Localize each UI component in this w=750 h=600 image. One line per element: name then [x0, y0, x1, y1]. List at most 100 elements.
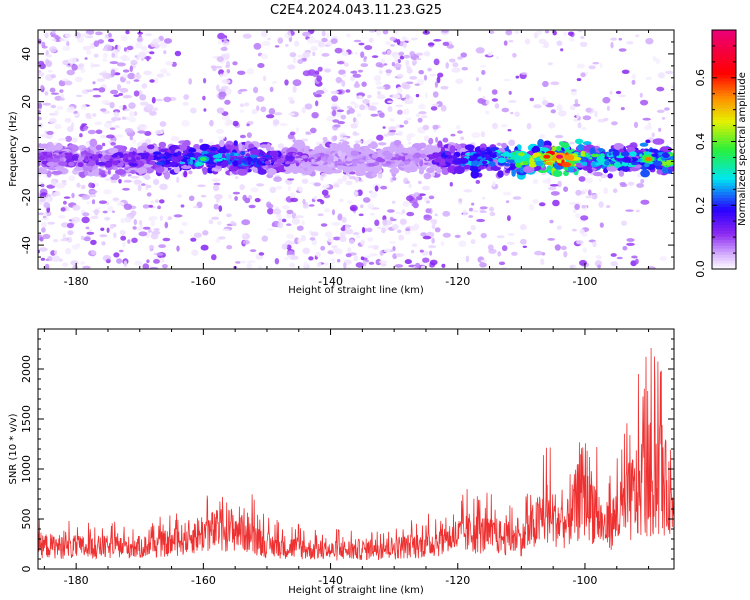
band-blob-core	[258, 152, 265, 155]
noise-speckle	[138, 231, 148, 237]
noise-speckle	[387, 209, 395, 213]
y-tick-label: 40	[20, 47, 33, 61]
colorbar-swatch	[712, 242, 736, 246]
noise-speckle	[505, 30, 513, 36]
noise-speckle	[144, 33, 153, 37]
noise-speckle	[93, 182, 100, 187]
noise-speckle	[237, 70, 246, 76]
noise-speckle	[74, 32, 82, 39]
band-blob-core	[316, 161, 324, 165]
band-blob-core	[336, 161, 346, 164]
noise-speckle	[399, 55, 405, 60]
noise-speckle	[257, 63, 265, 68]
noise-speckle	[260, 106, 267, 113]
noise-speckle	[425, 92, 428, 99]
noise-speckle	[64, 32, 72, 38]
noise-speckle	[315, 252, 321, 258]
noise-speckle	[120, 34, 128, 42]
noise-speckle	[402, 41, 407, 49]
noise-speckle	[576, 63, 585, 69]
noise-speckle	[642, 117, 651, 121]
noise-speckle	[116, 258, 123, 264]
noise-speckle	[423, 51, 431, 57]
colorbar-swatch	[712, 164, 736, 169]
noise-speckle	[381, 51, 388, 55]
noise-speckle	[272, 119, 280, 126]
y-tick-label: -40	[20, 236, 33, 254]
noise-speckle	[81, 123, 88, 126]
noise-speckle	[433, 39, 442, 42]
band-blob-core	[47, 157, 53, 163]
noise-speckle	[366, 227, 373, 233]
x-tick-label: -180	[64, 574, 89, 587]
noise-speckle	[75, 94, 83, 98]
colorbar-swatch	[712, 128, 736, 133]
noise-speckle	[38, 60, 45, 66]
noise-speckle	[433, 58, 440, 66]
band-blob-core	[88, 160, 96, 167]
noise-speckle	[110, 179, 118, 184]
noise-speckle	[285, 43, 289, 48]
noise-speckle	[376, 86, 386, 90]
noise-speckle	[239, 109, 244, 113]
band-blob-core	[295, 155, 304, 159]
noise-speckle	[364, 255, 372, 258]
band-blob-core	[440, 152, 446, 158]
noise-speckle	[598, 201, 604, 208]
noise-speckle	[92, 94, 102, 98]
band-blob-core	[631, 162, 639, 166]
noise-speckle	[320, 245, 326, 251]
noise-speckle	[659, 256, 667, 262]
noise-speckle	[631, 73, 637, 80]
noise-speckle	[470, 239, 476, 245]
noise-speckle	[65, 135, 72, 142]
noise-speckle	[126, 45, 134, 51]
noise-speckle	[230, 220, 235, 225]
band-blob-core	[111, 154, 118, 158]
noise-speckle	[657, 72, 666, 79]
noise-speckle	[610, 261, 618, 267]
band-blob-outer	[639, 142, 649, 147]
noise-speckle	[618, 94, 626, 98]
band-blob-core	[580, 162, 587, 166]
colorbar-swatch	[712, 122, 736, 127]
noise-speckle	[396, 39, 401, 46]
noise-speckle	[219, 73, 224, 77]
noise-speckle	[138, 123, 148, 131]
noise-speckle	[342, 175, 347, 182]
noise-speckle	[310, 231, 319, 237]
noise-speckle	[287, 64, 296, 70]
noise-speckle	[411, 203, 419, 207]
noise-speckle	[100, 108, 107, 112]
noise-speckle	[97, 207, 101, 210]
noise-speckle	[399, 218, 407, 225]
band-hotspot	[556, 154, 564, 159]
noise-speckle	[126, 80, 131, 85]
band-blob-outer	[593, 171, 603, 177]
band-blob-core	[314, 153, 321, 158]
noise-speckle	[66, 41, 70, 47]
noise-speckle	[56, 105, 64, 111]
noise-speckle	[155, 98, 163, 102]
noise-speckle	[61, 180, 67, 183]
noise-speckle	[292, 85, 297, 93]
noise-speckle	[572, 228, 577, 232]
band-blob-core	[232, 160, 238, 167]
noise-speckle	[414, 83, 420, 86]
band-blob-core	[629, 151, 637, 157]
colorbar-swatch	[712, 65, 736, 70]
band-blob-core	[662, 152, 670, 159]
noise-speckle	[199, 138, 204, 143]
noise-speckle	[368, 261, 375, 265]
band-blob-core	[668, 151, 673, 155]
noise-speckle	[80, 33, 90, 37]
band-blob-outer	[73, 166, 84, 171]
noise-speckle	[536, 30, 543, 36]
colorbar-swatch	[712, 224, 736, 228]
noise-speckle	[45, 258, 49, 262]
colorbar-tick-label: 0.2	[694, 197, 707, 215]
noise-speckle	[627, 181, 635, 186]
noise-speckle	[651, 132, 655, 138]
band-hotspot	[543, 154, 551, 159]
colorbar-swatch	[712, 173, 736, 177]
